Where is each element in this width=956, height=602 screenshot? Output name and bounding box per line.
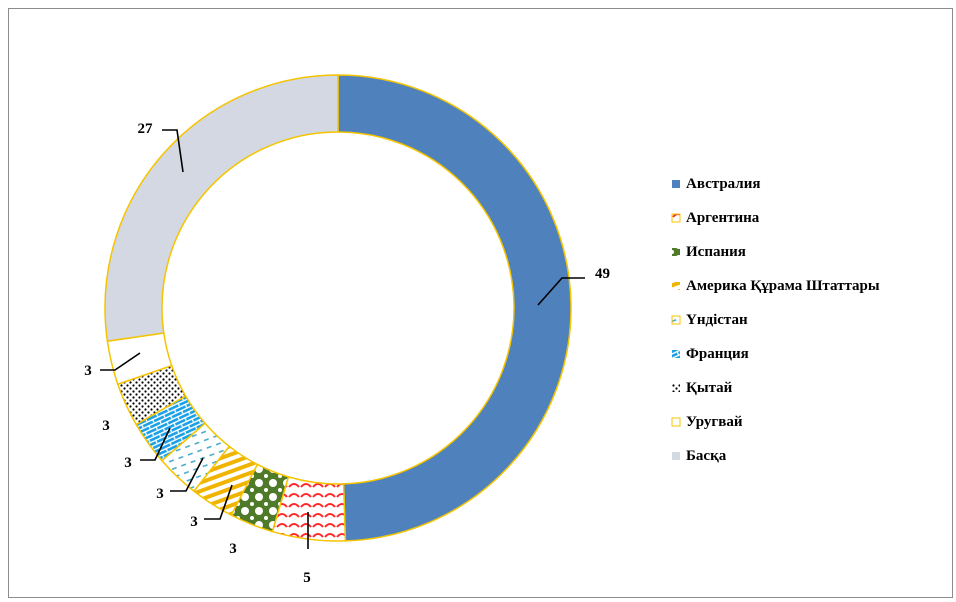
leader-line-франция xyxy=(140,427,171,461)
data-label-испания: 3 xyxy=(229,541,237,557)
legend-swatch-аргентина xyxy=(671,213,681,223)
legend-label-австралия: Австралия xyxy=(686,176,760,192)
legend-swatch-қытай xyxy=(672,384,680,392)
legend-swatch-австралия xyxy=(672,180,680,188)
legend-label-аргентина: Аргентина xyxy=(686,210,760,226)
legend-swatch-америка-құрама-штаттары xyxy=(672,282,680,290)
legend-label-үндістан: Үндістан xyxy=(686,312,748,328)
legend-label-басқа: Басқа xyxy=(686,448,727,464)
legend-label-испания: Испания xyxy=(686,244,746,260)
legend-label-франция: Франция xyxy=(686,346,749,362)
legend-swatch-үндістан xyxy=(671,315,681,325)
chart-frame xyxy=(8,8,953,598)
data-label-қытай: 3 xyxy=(102,418,110,434)
leader-line-австралия xyxy=(537,277,585,306)
data-label-франция: 3 xyxy=(124,455,132,471)
legend-swatch-басқа xyxy=(672,452,680,460)
leader-line-америка-құрама-штаттары xyxy=(204,484,233,520)
legend-label-қытай: Қытай xyxy=(686,380,733,396)
data-label-аргентина: 5 xyxy=(303,570,311,586)
data-label-үндістан: 3 xyxy=(156,486,164,502)
legend-swatch-франция xyxy=(672,350,680,358)
data-label-басқа: 27 xyxy=(138,121,154,137)
legend-label-уругвай: Уругвай xyxy=(686,414,743,430)
legend-swatch-уругвай xyxy=(671,417,681,427)
data-label-америка-құрама-штаттары: 3 xyxy=(190,514,198,530)
leader-line-уругвай xyxy=(100,352,141,371)
leader-line-басқа xyxy=(162,129,184,173)
legend-swatch-испания xyxy=(672,248,680,256)
slice-австралия xyxy=(337,74,572,542)
data-label-австралия: 49 xyxy=(595,266,610,282)
legend-label-америка-құрама-штаттары: Америка Құрама Штаттары xyxy=(686,278,880,294)
data-label-уругвай: 3 xyxy=(84,363,92,379)
leader-line-үндістан xyxy=(170,457,204,492)
slice-басқа xyxy=(104,74,339,343)
